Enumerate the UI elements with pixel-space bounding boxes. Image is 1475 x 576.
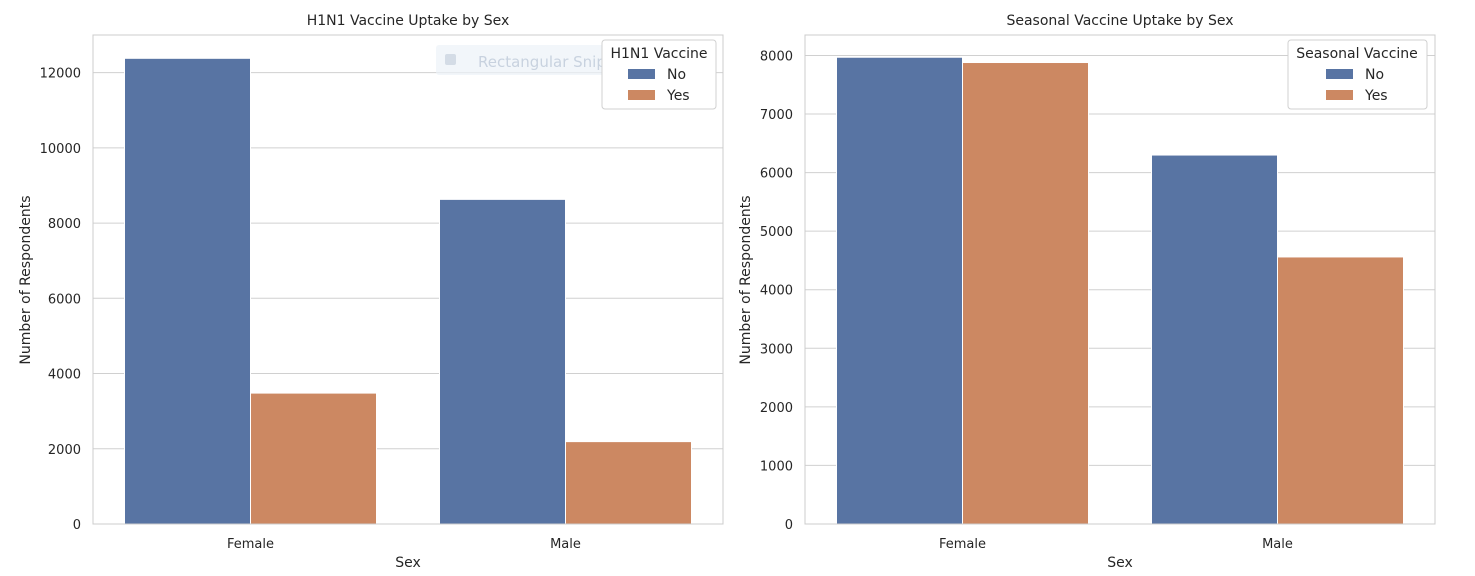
y-tick-label: 0: [785, 518, 793, 533]
seasonal-chart-title: Seasonal Vaccine Uptake by Sex: [1006, 13, 1233, 29]
y-tick-label: 4000: [760, 284, 793, 299]
bar-yes-female: [250, 392, 377, 525]
x-tick-label: Male: [1262, 537, 1293, 552]
y-tick-label: 10000: [40, 142, 81, 157]
h1n1-plot-frame: [92, 34, 724, 525]
y-tick-label: 6000: [760, 167, 793, 182]
y-tick-label: 8000: [760, 49, 793, 64]
y-tick-label: 3000: [760, 342, 793, 357]
y-tick-label: 2000: [760, 401, 793, 416]
seasonal-legend-title: Seasonal Vaccine: [1296, 46, 1418, 62]
bar-no-male: [439, 198, 566, 525]
y-tick-label: 8000: [48, 217, 81, 232]
y-tick-label: 5000: [760, 225, 793, 240]
h1n1-legend-label-no: No: [667, 67, 686, 83]
seasonal-x-axis-label: Sex: [1107, 555, 1133, 571]
h1n1-legend: H1N1 Vaccine No Yes: [601, 39, 717, 110]
y-tick-label: 1000: [760, 459, 793, 474]
h1n1-y-axis-label: Number of Respondents: [18, 195, 34, 364]
seasonal-x-ticks: Female Male: [939, 537, 1293, 552]
h1n1-bars: [124, 57, 692, 525]
seasonal-legend-label-yes: Yes: [1364, 88, 1388, 104]
x-tick-label: Female: [227, 537, 274, 552]
bar-no-male: [1151, 154, 1278, 525]
x-tick-label: Female: [939, 537, 986, 552]
y-tick-label: 12000: [40, 67, 81, 82]
bar-no-female: [836, 56, 963, 525]
x-tick-label: Male: [550, 537, 581, 552]
y-tick-label: 2000: [48, 443, 81, 458]
h1n1-legend-title: H1N1 Vaccine: [610, 46, 707, 62]
y-tick-label: 7000: [760, 108, 793, 123]
seasonal-bars: [836, 56, 1404, 525]
bar-yes-male: [1277, 256, 1404, 525]
h1n1-chart-title: H1N1 Vaccine Uptake by Sex: [307, 13, 510, 29]
seasonal-legend-box: [1287, 39, 1428, 110]
bar-no-female: [124, 57, 251, 525]
rectangular-snip-overlay: Rectangular Snip: [436, 45, 606, 75]
h1n1-legend-swatch-no: [628, 69, 655, 79]
seasonal-legend-swatch-no: [1326, 69, 1353, 79]
y-tick-label: 0: [73, 518, 81, 533]
y-tick-label: 6000: [48, 292, 81, 307]
seasonal-legend: Seasonal Vaccine No Yes: [1287, 39, 1428, 110]
seasonal-plot-frame: [804, 34, 1436, 525]
h1n1-x-ticks: Female Male: [227, 537, 581, 552]
h1n1-y-ticks: 0 2000 4000 6000 8000 10000 12000: [40, 67, 81, 533]
seasonal-y-axis-label: Number of Respondents: [738, 195, 754, 364]
h1n1-chart: 0 2000 4000 6000 8000 10000 12000 Female Male H…: [18, 13, 724, 571]
h1n1-legend-swatch-yes: [628, 90, 655, 100]
seasonal-y-ticks: 0 1000 2000 3000 4000 5000 6000 7000 8000: [760, 49, 793, 533]
rectangular-snip-label: Rectangular Snip: [478, 53, 606, 71]
h1n1-legend-label-yes: Yes: [666, 88, 690, 104]
bar-yes-female: [962, 62, 1089, 525]
rectangular-snip-icon: [445, 54, 456, 65]
seasonal-legend-swatch-yes: [1326, 90, 1353, 100]
h1n1-x-axis-label: Sex: [395, 555, 421, 571]
bar-yes-male: [565, 441, 692, 525]
rectangular-snip-box: [436, 45, 606, 75]
y-tick-label: 4000: [48, 368, 81, 383]
seasonal-chart: 0 1000 2000 3000 4000 5000 6000 7000 8000 Female…: [738, 13, 1436, 571]
seasonal-legend-label-no: No: [1365, 67, 1384, 83]
